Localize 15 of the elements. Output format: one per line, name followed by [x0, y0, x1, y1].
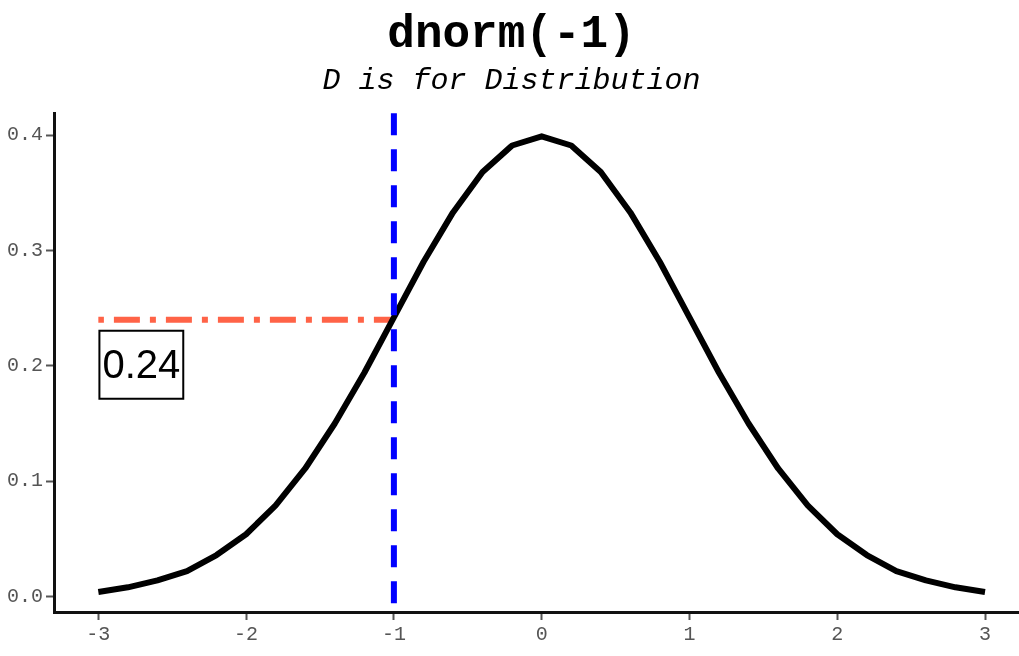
data-label: 0.24	[102, 341, 181, 386]
y-tick-label: 0.2	[6, 354, 44, 378]
x-tick-label: -2	[234, 623, 259, 647]
y-tick-label: 0.3	[6, 238, 44, 262]
y-tick-label: 0.1	[6, 469, 44, 493]
x-tick-label: 0	[535, 623, 548, 647]
y-tick-label: 0.4	[6, 123, 44, 147]
chart-subtitle: D is for Distribution	[322, 64, 701, 99]
y-tick-label: 0.0	[6, 584, 44, 608]
x-tick-label: -1	[381, 623, 406, 647]
x-tick-label: 2	[831, 623, 844, 647]
chart-title: dnorm(-1)	[387, 9, 636, 62]
x-tick-label: 3	[979, 623, 992, 647]
x-tick-label: -3	[86, 623, 111, 647]
x-tick-label: 1	[683, 623, 696, 647]
